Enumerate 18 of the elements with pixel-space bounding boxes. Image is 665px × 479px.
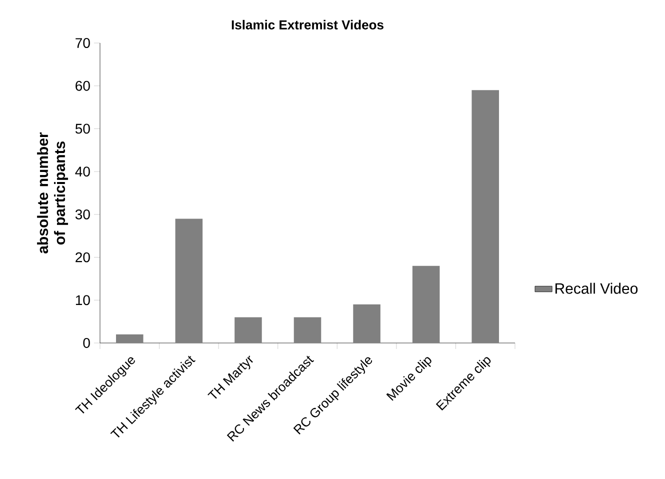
bar: [175, 218, 203, 343]
y-tick-label: 0: [83, 338, 90, 348]
chart-title: Islamic Extremist Videos: [232, 20, 384, 30]
y-tick-label: 50: [75, 124, 90, 134]
bar: [412, 266, 440, 343]
legend-label: Recall Video: [555, 282, 638, 294]
y-tick-label: 30: [75, 209, 90, 220]
bar: [116, 334, 144, 343]
bar: [353, 304, 380, 343]
y-tick-label: 60: [76, 80, 90, 91]
bar: [472, 90, 499, 343]
y-tick-label: 70: [76, 38, 90, 48]
y-tick-label: 20: [76, 252, 90, 262]
bar: [234, 317, 262, 343]
bar: [294, 317, 322, 343]
y-axis-title: absolute number of participants: [37, 132, 68, 254]
y-tick-label: 40: [75, 166, 90, 177]
y-tick-label: 10: [76, 295, 90, 306]
